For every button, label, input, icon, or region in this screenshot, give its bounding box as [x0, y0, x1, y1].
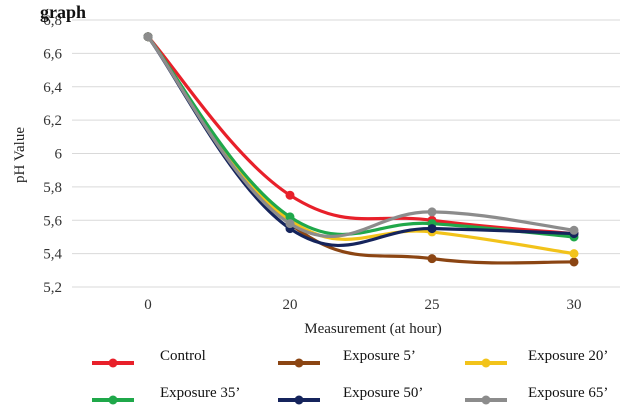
- corner-text: graph: [40, 2, 86, 22]
- legend-item: Exposure 50’: [278, 385, 423, 405]
- data-point: [427, 254, 437, 264]
- legend-swatch-marker: [108, 395, 118, 405]
- chart-legend: Control Exposure 5’ Exposure 20’ Exposure 3…: [92, 348, 608, 405]
- series-line: [146, 35, 575, 247]
- y-tick-label: 5,6: [43, 213, 62, 229]
- x-tick-label: 25: [425, 297, 440, 313]
- legend-label: Exposure 5’: [343, 348, 416, 364]
- x-axis-label: Measurement (at hour): [304, 321, 441, 337]
- x-tick-label: 30: [567, 297, 582, 313]
- y-tick-label: 5,2: [43, 280, 62, 296]
- legend-swatch-marker: [294, 358, 304, 368]
- y-axis-ticks: 6,8 6,6 6,4 6,2 6 5,8 5,6 5,4 5,2: [43, 13, 62, 296]
- legend-item: Exposure 5’: [278, 348, 416, 368]
- legend-label: Control: [160, 348, 206, 364]
- data-point: [427, 224, 437, 234]
- y-tick-label: 6,8: [43, 13, 62, 29]
- data-point: [285, 212, 295, 222]
- y-tick-label: 5,4: [43, 247, 62, 263]
- y-tick-label: 6: [55, 147, 63, 163]
- y-tick-label: 6,4: [43, 80, 62, 96]
- data-point: [285, 190, 295, 200]
- y-tick-label: 5,8: [43, 180, 62, 196]
- x-axis-ticks: 0 20 25 30: [144, 297, 581, 313]
- legend-label: Exposure 35’: [160, 385, 240, 401]
- series-exposure-50: [143, 32, 579, 247]
- legend-item: Exposure 20’: [465, 348, 608, 368]
- series-line: [146, 35, 575, 236]
- y-tick-label: 6,6: [43, 46, 62, 62]
- data-point: [285, 219, 295, 229]
- legend-label: Exposure 65’: [528, 385, 608, 401]
- legend-item: Control: [92, 348, 206, 368]
- data-point: [143, 32, 153, 42]
- data-point: [569, 225, 579, 235]
- series-exposure-20: [143, 32, 579, 259]
- legend-swatch-marker: [481, 395, 491, 405]
- data-point: [569, 257, 579, 267]
- legend-swatch-marker: [481, 358, 491, 368]
- legend-item: Exposure 65’: [465, 385, 608, 405]
- legend-label: Exposure 20’: [528, 348, 608, 364]
- legend-swatch-marker: [108, 358, 118, 368]
- chart-series: [143, 32, 579, 267]
- series-exposure-35: [143, 32, 579, 242]
- x-tick-label: 0: [144, 297, 152, 313]
- legend-label: Exposure 50’: [343, 385, 423, 401]
- legend-swatch-marker: [294, 395, 304, 405]
- data-point: [427, 207, 437, 217]
- y-axis-label: pH Value: [12, 127, 28, 183]
- data-point: [569, 249, 579, 259]
- series-line: [146, 35, 575, 238]
- y-tick-label: 6,2: [43, 113, 62, 129]
- series-exposure-65: [143, 32, 579, 238]
- x-tick-label: 20: [283, 297, 298, 313]
- legend-item: Exposure 35’: [92, 385, 240, 405]
